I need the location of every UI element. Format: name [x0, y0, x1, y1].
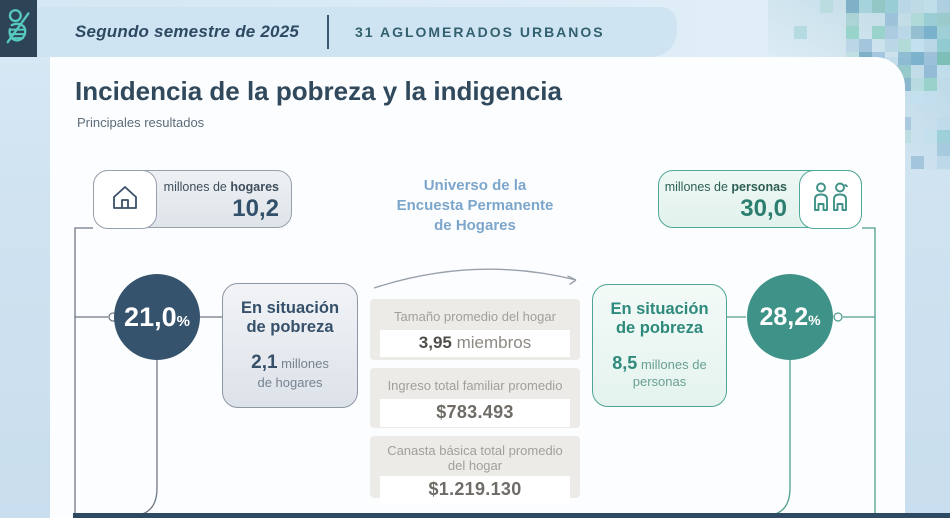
persons-icon-tile	[799, 170, 862, 229]
poverty-households-box: En situación de pobreza 2,1 millones de …	[222, 283, 358, 408]
poverty-households-pct: 21,0	[124, 302, 177, 332]
stat-label: Canasta básica total promedio del hogar	[387, 443, 563, 474]
bottom-bar	[73, 513, 950, 518]
stat-value: 3,95 miembros	[380, 330, 570, 358]
stat-value: $1.219.130	[380, 476, 570, 505]
stat-box-family-income: Ingreso total familiar promedio $783.493	[370, 368, 580, 428]
page-subtitle: Principales resultados	[77, 115, 205, 130]
poverty-households-circle: 21,0%	[114, 274, 200, 360]
poverty-persons-pct: 28,2	[759, 303, 809, 331]
page-title: Incidencia de la pobreza y la indigencia	[75, 76, 562, 106]
persons-value: 30,0	[740, 195, 787, 222]
indec-logo-icon	[5, 7, 32, 50]
stat-box-basic-basket: Canasta básica total promedio del hogar …	[370, 436, 580, 505]
stat-label: Tamaño promedio del hogar	[394, 309, 556, 324]
persons-label: millones de personas	[664, 180, 787, 194]
households-value: 10,2	[232, 195, 279, 222]
poverty-households-title: En situación de pobreza	[240, 299, 340, 337]
poverty-households-amount: 2,1 millones de hogares	[251, 351, 329, 390]
people-icon	[809, 179, 853, 220]
house-icon	[108, 180, 142, 219]
poverty-persons-box: En situación de pobreza 8,5 millones de …	[592, 284, 727, 407]
poverty-persons-title: En situación de pobreza	[610, 300, 709, 338]
coverage-label: 31 AGLOMERADOS URBANOS	[355, 24, 605, 40]
header-bar: Segundo semestre de 2025 31 AGLOMERADOS …	[37, 7, 677, 57]
stat-box-household-size: Tamaño promedio del hogar 3,95 miembros	[370, 299, 580, 360]
stat-label: Ingreso total familiar promedio	[387, 378, 563, 393]
poverty-persons-circle: 28,2%	[747, 274, 833, 360]
stat-value: $783.493	[380, 399, 570, 428]
indec-logo	[0, 0, 37, 57]
universe-label: Universo de la Encuesta Permanente de Ho…	[396, 177, 554, 235]
header-divider	[327, 15, 330, 49]
period-label: Segundo semestre de 2025	[75, 22, 300, 41]
households-icon-tile	[93, 170, 157, 229]
poverty-persons-amount: 8,5 millones de personas	[612, 352, 707, 390]
households-label: millones de hogares	[163, 180, 279, 194]
